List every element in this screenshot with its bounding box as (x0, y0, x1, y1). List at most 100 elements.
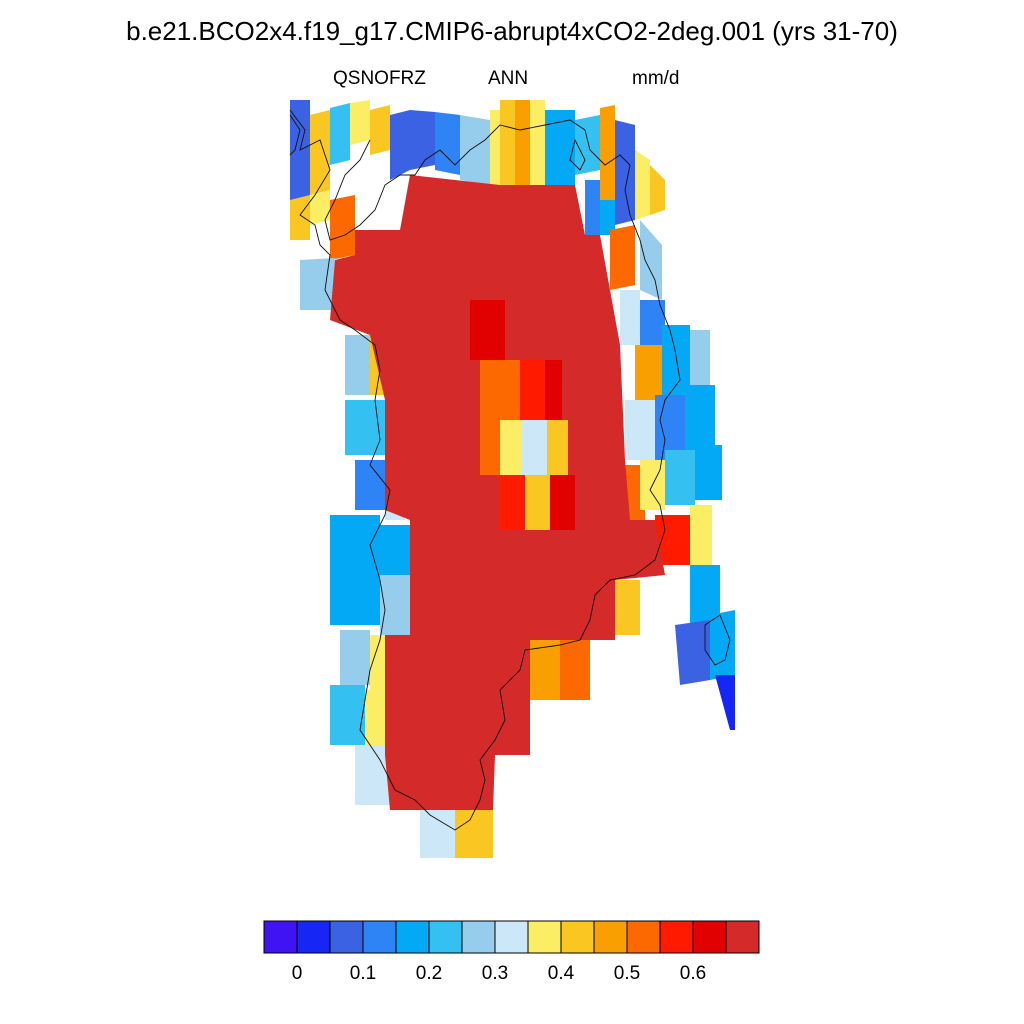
map-cell (490, 110, 500, 185)
map-cell (600, 200, 615, 235)
map-cell (550, 475, 575, 530)
map-cell (290, 195, 310, 240)
colorbar-tick-labels: 0 0.1 0.2 0.3 0.4 0.5 0.6 (292, 963, 707, 984)
colorbar-swatch (626, 920, 661, 954)
map-cell (330, 103, 350, 165)
map-cell (635, 345, 662, 400)
colorbar-tick-label: 0.4 (548, 963, 575, 984)
map-cell (300, 258, 335, 310)
map-cell (635, 150, 650, 220)
map-cell (330, 195, 355, 260)
map-cell (310, 190, 330, 225)
colorbar-tick-label: 0.3 (482, 963, 508, 984)
map-cell (585, 180, 600, 235)
map-cell (380, 575, 410, 635)
map-cell (420, 805, 455, 858)
colorbar-tick-label: 0 (292, 963, 303, 984)
map-cell (662, 325, 690, 395)
map-cell (500, 475, 525, 530)
coastline (289, 109, 731, 831)
colorbar-swatch (395, 920, 430, 954)
map-cell (330, 515, 380, 625)
map-cell (655, 395, 685, 465)
map-cell (355, 460, 385, 510)
colorbar-swatch (428, 920, 463, 954)
map-cell (690, 505, 712, 565)
map-cell (625, 400, 655, 460)
map-cell (522, 420, 547, 475)
map-cells (290, 100, 735, 858)
colorbar-swatch (329, 920, 364, 954)
map-cell (695, 445, 722, 500)
map-cell (435, 112, 460, 175)
map-cell (715, 675, 735, 730)
colorbar-swatch (560, 920, 595, 954)
coastline-east-island (704, 614, 731, 666)
map-cell (460, 115, 490, 185)
map-cell (530, 100, 545, 185)
map-cell (545, 110, 575, 185)
colorbar-swatch (692, 920, 727, 954)
map-cell (610, 225, 635, 290)
ice-sheet-interior (330, 175, 665, 810)
map-cell (640, 220, 662, 300)
map-cell (345, 335, 370, 395)
coastline-west (289, 109, 681, 831)
map-cell (390, 110, 410, 180)
map-cell (500, 420, 522, 475)
map-cell (515, 100, 530, 185)
map-cell (575, 115, 600, 175)
map-cell (685, 385, 715, 450)
colorbar-swatch (263, 920, 298, 954)
colorbar-swatch (296, 920, 331, 954)
colorbar-tick-label: 0.2 (416, 963, 442, 984)
colorbar-swatch (527, 920, 562, 954)
map-cell (600, 105, 615, 205)
colorbar-swatches (263, 920, 760, 954)
map-cell (620, 290, 640, 345)
map-cell (610, 580, 640, 635)
map-cell (665, 450, 695, 505)
map-cell (525, 640, 560, 700)
map-cell (640, 300, 665, 350)
colorbar-tick-label: 0.1 (350, 963, 376, 984)
map-cell (345, 400, 385, 455)
coastline-north-islands (289, 114, 586, 171)
colorbar-swatch (494, 920, 529, 954)
map-cell (547, 420, 568, 475)
colorbar-swatch (362, 920, 397, 954)
map-cell (310, 110, 330, 195)
map-cell (330, 685, 365, 745)
map-cell (350, 100, 370, 145)
colorbar-swatch (461, 920, 496, 954)
season-label: ANN (488, 68, 529, 89)
map-cell (525, 475, 550, 530)
map-cell (355, 745, 390, 805)
colorbar-swatch (593, 920, 628, 954)
units-label: mm/d (632, 68, 680, 89)
map-cell (710, 610, 735, 680)
plot-title: b.e21.BCO2x4.f19_g17.CMIP6-abrupt4xCO2-2… (126, 16, 898, 46)
map-cell (470, 300, 505, 360)
map-cell (690, 330, 710, 385)
map-cell (340, 630, 370, 685)
colorbar-tick-label: 0.5 (614, 963, 640, 984)
colorbar-tick-label: 0.6 (680, 963, 706, 984)
variable-label: QSNOFRZ (333, 68, 426, 89)
map-cell (455, 810, 493, 858)
colorbar-swatch (659, 920, 694, 954)
map-cell (520, 360, 545, 420)
map-cell (545, 360, 562, 420)
map-cell (655, 515, 690, 565)
map-cell (650, 165, 665, 215)
map-cell (675, 620, 710, 685)
map-cell (500, 100, 515, 185)
map-cell (615, 120, 635, 225)
map-cell (690, 565, 720, 625)
colorbar-swatch (725, 920, 760, 954)
map-cell (410, 110, 435, 170)
map-cell (370, 105, 390, 155)
map-cell (560, 640, 590, 700)
